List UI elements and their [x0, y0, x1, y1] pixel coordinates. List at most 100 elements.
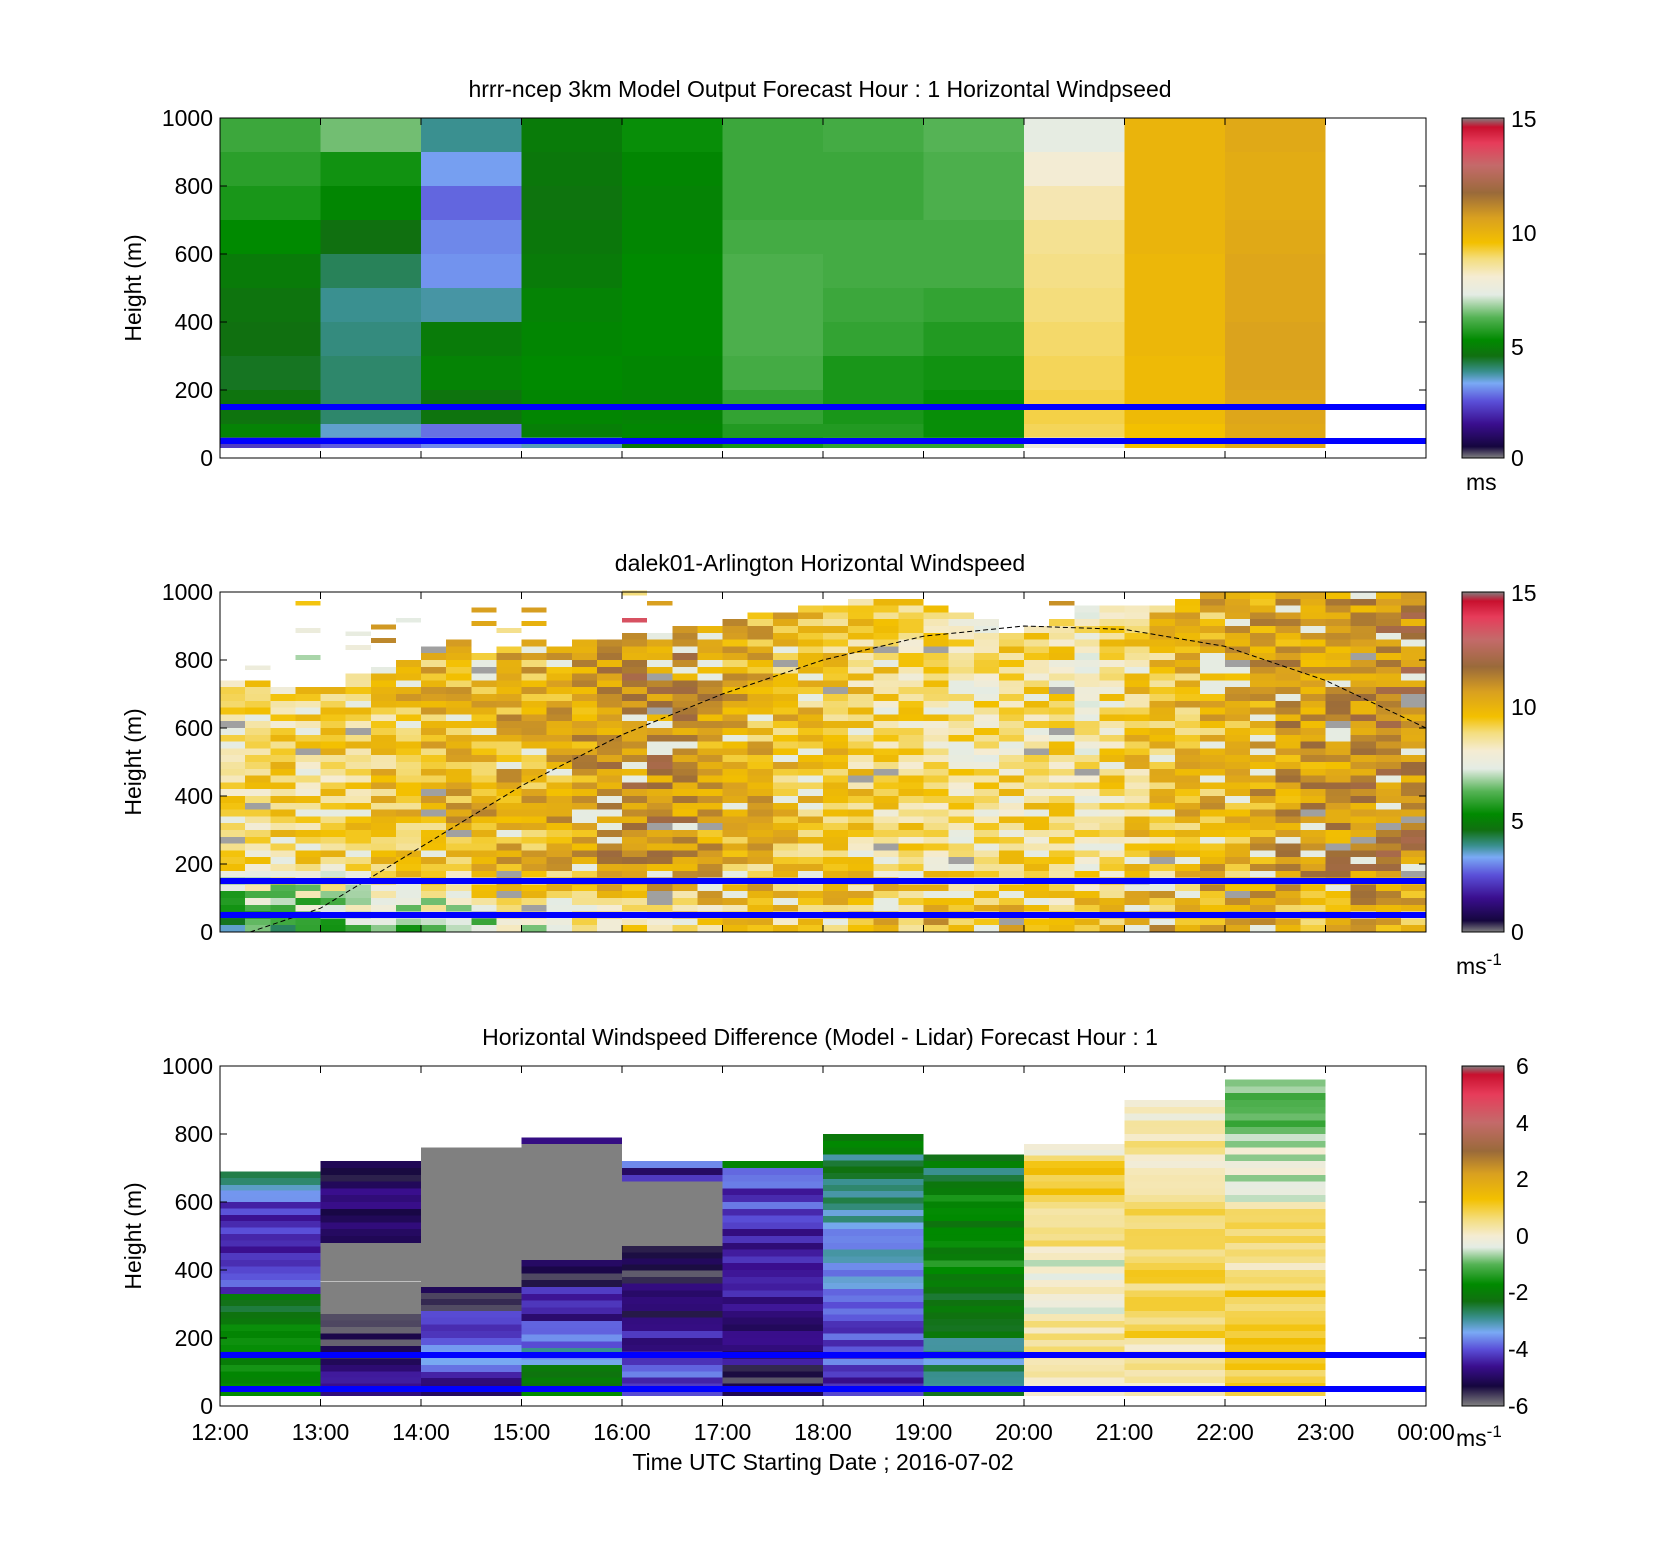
- heatmap-cell: [697, 898, 723, 905]
- heatmap-cell: [898, 870, 924, 878]
- heatmap-cell: [421, 707, 447, 715]
- heatmap-cell: [1024, 755, 1050, 762]
- heatmap-cell: [345, 714, 371, 722]
- heatmap-cell: [320, 1377, 421, 1384]
- heatmap-cell: [948, 884, 974, 892]
- heatmap-cell: [1024, 830, 1050, 837]
- heatmap-cell: [772, 755, 798, 762]
- heatmap-cell: [1250, 870, 1276, 878]
- heatmap-cell: [1275, 748, 1301, 756]
- heatmap-cell: [1300, 755, 1326, 762]
- heatmap-cell: [446, 639, 472, 647]
- heatmap-cell: [1049, 864, 1075, 871]
- heatmap-cell: [898, 598, 924, 606]
- heatmap-cell: [797, 925, 824, 932]
- heatmap-cell: [395, 617, 422, 623]
- heatmap-cell: [370, 741, 396, 749]
- heatmap-cell: [1074, 632, 1100, 640]
- heatmap-cell: [320, 687, 346, 694]
- heatmap-cell: [1124, 918, 1150, 926]
- heatmap-cell: [622, 1188, 723, 1195]
- heatmap-cell: [622, 809, 648, 817]
- heatmap-cell: [1325, 673, 1351, 681]
- heatmap-cell: [1174, 687, 1200, 694]
- colorbar-tick-label: -4: [1508, 1336, 1529, 1362]
- heatmap-cell: [220, 1221, 321, 1228]
- heatmap-cell: [923, 1188, 1024, 1195]
- heatmap-cell: [1350, 741, 1376, 749]
- heatmap-cell: [320, 843, 346, 851]
- heatmap-cell: [471, 836, 497, 844]
- heatmap-cell: [1099, 694, 1125, 701]
- heatmap-cell: [722, 843, 748, 851]
- heatmap-cell: [797, 619, 824, 626]
- heatmap-cell: [1375, 680, 1401, 688]
- heatmap-cell: [521, 1185, 622, 1192]
- heatmap-cell: [245, 755, 271, 762]
- heatmap-cell: [873, 626, 899, 633]
- heatmap-cell: [521, 925, 547, 932]
- heatmap-cell: [622, 843, 648, 851]
- heatmap-cell: [471, 755, 497, 762]
- heatmap-cell: [1124, 782, 1150, 790]
- heatmap-cell: [647, 694, 673, 701]
- heatmap-cell: [722, 789, 748, 796]
- heatmap-cell: [320, 850, 346, 858]
- heatmap-cell: [998, 646, 1025, 654]
- heatmap-cell: [345, 762, 371, 769]
- heatmap-cell: [220, 904, 246, 912]
- heatmap-cell: [370, 680, 396, 688]
- heatmap-cell: [421, 660, 447, 667]
- heatmap-cell: [1149, 904, 1175, 912]
- heatmap-cell: [1049, 836, 1075, 844]
- heatmap-cell: [1275, 775, 1301, 783]
- heatmap-cell: [1149, 891, 1175, 898]
- heatmap-cell: [1300, 802, 1326, 810]
- heatmap-cell: [823, 1276, 924, 1283]
- heatmap-cell: [647, 673, 673, 681]
- heatmap-cell: [697, 639, 723, 647]
- heatmap-cell: [270, 864, 296, 871]
- heatmap-cell: [1024, 1371, 1125, 1378]
- heatmap-cell: [848, 653, 874, 660]
- heatmap-cell: [1124, 666, 1150, 674]
- heatmap-cell: [1199, 768, 1226, 776]
- heatmap-cell: [395, 660, 422, 667]
- heatmap-cell: [622, 1338, 723, 1345]
- heatmap-cell: [1099, 707, 1125, 715]
- heatmap-cell: [1124, 1215, 1225, 1223]
- heatmap-cell: [1049, 694, 1075, 701]
- heatmap-cell: [295, 628, 321, 633]
- heatmap-cell: [823, 1346, 924, 1353]
- heatmap-cell: [446, 884, 472, 892]
- heatmap-cell: [622, 1365, 723, 1372]
- heatmap-cell: [973, 796, 999, 803]
- heatmap-cell: [1024, 802, 1050, 810]
- heatmap-cell: [848, 857, 874, 864]
- heatmap-cell: [1375, 721, 1401, 728]
- heatmap-cell: [1225, 748, 1251, 756]
- x-tick-label: 12:00: [191, 1419, 249, 1445]
- heatmap-cell: [496, 809, 522, 817]
- heatmap-cell: [1300, 823, 1326, 830]
- heatmap-cell: [797, 707, 824, 715]
- heatmap-cell: [1024, 734, 1050, 742]
- heatmap-cell: [873, 741, 899, 749]
- heatmap-cell: [1174, 653, 1200, 660]
- heatmap-cell: [1275, 734, 1301, 742]
- heatmap-cell: [245, 864, 271, 871]
- heatmap-cell: [1300, 796, 1326, 803]
- heatmap-cell: [1024, 660, 1050, 667]
- heatmap-cell: [1174, 904, 1200, 912]
- heatmap-cell: [622, 925, 648, 932]
- heatmap-cell: [320, 762, 346, 769]
- heatmap-cell: [747, 830, 773, 837]
- heatmap-cell: [1225, 796, 1251, 803]
- heatmap-cell: [1199, 802, 1226, 810]
- heatmap-cell: [672, 707, 698, 715]
- heatmap-cell: [923, 1338, 1024, 1345]
- heatmap-cell: [370, 857, 396, 864]
- heatmap-cell: [421, 424, 522, 438]
- heatmap-cell: [1325, 802, 1351, 810]
- heatmap-cell: [1300, 870, 1326, 878]
